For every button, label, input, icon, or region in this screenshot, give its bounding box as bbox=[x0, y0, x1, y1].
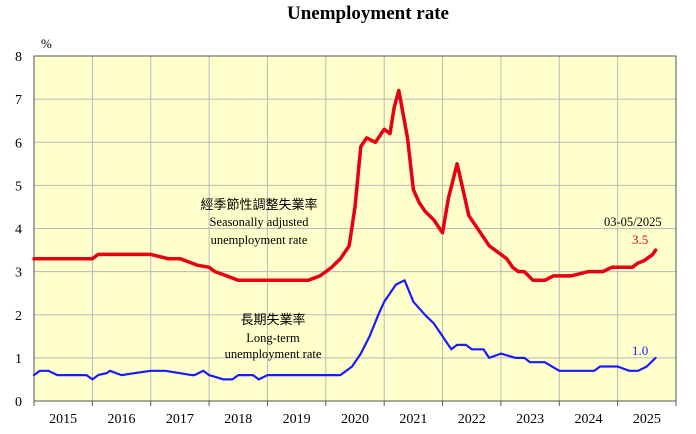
y-tick-label: 6 bbox=[15, 136, 22, 151]
x-axis-ticks: 2015 2016 2017 2018 2019 2020 2021 2022 2023 2024… bbox=[33, 401, 677, 427]
x-tick-label: 2015 bbox=[49, 412, 77, 427]
x-tick-label: 2016 bbox=[108, 412, 136, 427]
y-axis-ticks: 0 1 2 3 4 5 6 7 8 bbox=[15, 50, 22, 410]
x-tick-label: 2024 bbox=[574, 412, 602, 427]
x-tick-label: 2019 bbox=[283, 412, 311, 427]
long-term-label-en-1: Long-term bbox=[246, 331, 300, 345]
y-tick-label: 1 bbox=[15, 352, 22, 367]
long-term-line bbox=[32, 279, 657, 381]
y-tick-label: 2 bbox=[15, 309, 22, 324]
chart-title: Unemployment rate bbox=[287, 3, 449, 24]
horizontal-gridlines bbox=[34, 98, 676, 359]
y-tick-label: 4 bbox=[15, 223, 22, 238]
seasonally-adjusted-latest-value: 3.5 bbox=[632, 232, 648, 247]
x-tick-label: 2021 bbox=[399, 412, 427, 427]
x-tick-label: 2025 bbox=[633, 412, 661, 427]
long-term-label-zh: 長期失業率 bbox=[240, 312, 305, 328]
long-term-label-en-2: unemployment rate bbox=[225, 347, 322, 361]
y-axis-unit: % bbox=[41, 36, 52, 51]
seasonally-adjusted-label-zh: 經季節性調整失業率 bbox=[200, 197, 317, 213]
x-tick-label: 2020 bbox=[341, 412, 369, 427]
y-tick-label: 8 bbox=[15, 50, 22, 65]
y-tick-label: 0 bbox=[15, 395, 22, 410]
seasonally-adjusted-line bbox=[32, 88, 658, 283]
y-tick-label: 7 bbox=[15, 93, 22, 108]
x-tick-label: 2022 bbox=[458, 412, 486, 427]
seasonally-adjusted-label-en-1: Seasonally adjusted bbox=[210, 215, 310, 229]
x-tick-label: 2017 bbox=[166, 412, 194, 427]
x-tick-label: 2018 bbox=[224, 412, 252, 427]
y-tick-label: 5 bbox=[15, 179, 22, 194]
y-tick-label: 3 bbox=[15, 266, 22, 281]
period-label: 03-05/2025 bbox=[604, 215, 662, 229]
long-term-latest-value: 1.0 bbox=[632, 343, 648, 358]
seasonally-adjusted-label-en-2: unemployment rate bbox=[211, 233, 308, 247]
plot-frame bbox=[33, 55, 677, 402]
x-tick-label: 2023 bbox=[516, 412, 544, 427]
